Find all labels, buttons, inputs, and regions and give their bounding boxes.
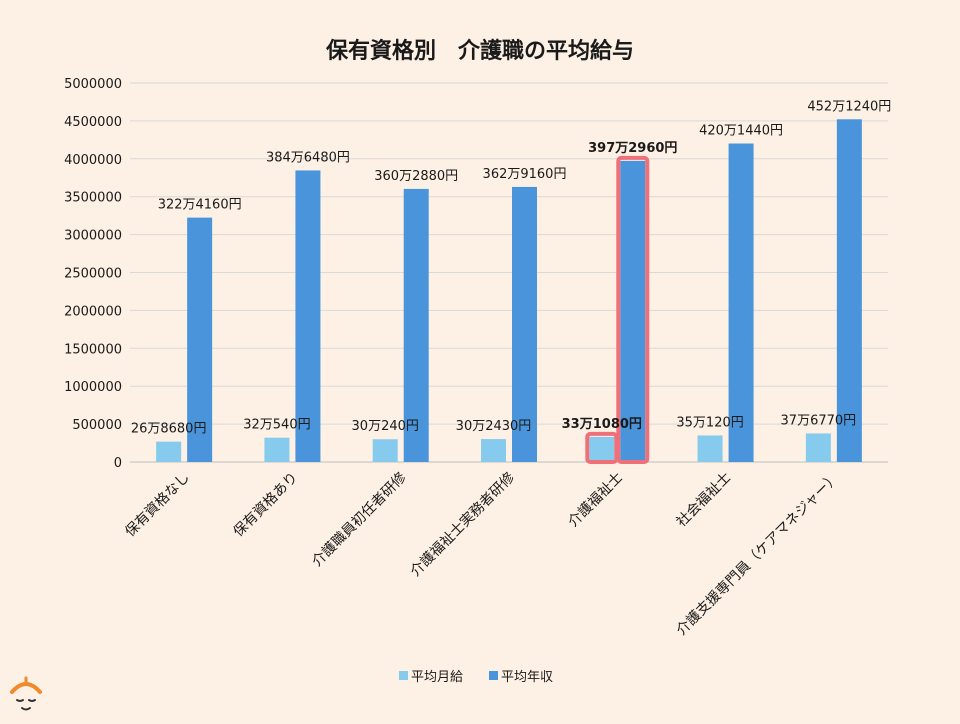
- data-label: 35万120円: [676, 415, 743, 430]
- bar-annual: [403, 188, 429, 462]
- bar-monthly: [264, 437, 290, 462]
- bar-monthly: [372, 439, 398, 462]
- data-label: 322万4160円: [158, 198, 242, 213]
- y-tick-label: 4000000: [64, 153, 122, 168]
- legend-label: 平均年収: [501, 670, 553, 685]
- x-tick-label: 介護福祉士実務者研修: [408, 470, 518, 580]
- legend-label: 平均月給: [411, 670, 463, 685]
- y-tick-label: 3000000: [64, 229, 122, 244]
- y-tick-label: 0: [114, 456, 122, 471]
- data-label: 397万2960円: [588, 141, 677, 156]
- chart-title: 保有資格別 介護職の平均給与: [325, 38, 634, 64]
- y-tick-label: 3500000: [64, 191, 122, 206]
- data-label: 384万6480円: [266, 150, 350, 165]
- x-tick-label: 保有資格なし: [122, 470, 193, 541]
- bar-monthly: [589, 436, 615, 462]
- y-tick-label: 1000000: [64, 380, 122, 395]
- bar-annual: [620, 160, 646, 463]
- y-tick-label: 2000000: [64, 304, 122, 319]
- bar-monthly: [805, 433, 831, 462]
- x-tick-label: 介護福祉士: [565, 470, 626, 531]
- legend-swatch: [399, 671, 408, 680]
- x-tick-label: 保有資格あり: [231, 470, 302, 541]
- bar-annual: [295, 170, 321, 462]
- y-tick-label: 1500000: [64, 342, 122, 357]
- bar-monthly: [697, 435, 723, 462]
- x-tick-label: 社会福祉士: [674, 470, 735, 531]
- y-tick-label: 5000000: [64, 77, 122, 92]
- highlight-frame: [616, 155, 650, 464]
- bar-annual: [187, 217, 213, 462]
- data-label: 452万1240円: [807, 99, 891, 114]
- data-label: 37万6770円: [781, 413, 857, 428]
- data-label: 362万9160円: [483, 167, 567, 182]
- person-face-icon: [10, 676, 42, 711]
- bar-monthly: [156, 441, 182, 462]
- bar-annual: [512, 186, 537, 462]
- bar-annual: [836, 119, 862, 462]
- data-label: 360万2880円: [374, 169, 458, 184]
- bar-annual: [728, 143, 754, 462]
- bar-monthly: [481, 439, 506, 462]
- x-tick-label: 介護職員初任者研修: [308, 469, 409, 570]
- data-label: 420万1440円: [699, 124, 783, 139]
- data-label: 32万540円: [243, 418, 310, 433]
- data-label: 33万1080円: [562, 417, 642, 432]
- legend-swatch: [489, 671, 498, 680]
- data-label: 30万2430円: [456, 419, 532, 434]
- y-tick-label: 500000: [72, 418, 122, 433]
- y-tick-label: 2500000: [64, 267, 122, 282]
- data-label: 26万8680円: [131, 422, 207, 437]
- y-tick-label: 4500000: [64, 115, 122, 130]
- data-label: 30万240円: [352, 419, 419, 434]
